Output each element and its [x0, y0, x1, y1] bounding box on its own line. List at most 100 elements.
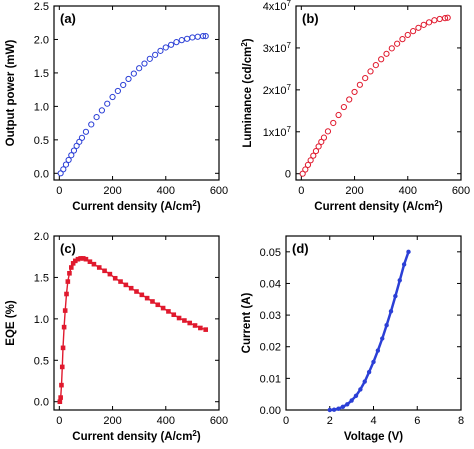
data-point [353, 393, 359, 398]
data-point [425, 19, 433, 26]
x-tick-label: 200 [103, 415, 121, 427]
panel-label: (a) [60, 11, 76, 26]
y-axis-label: Current (A) [241, 292, 253, 353]
data-point [397, 278, 402, 283]
data-point [399, 36, 406, 43]
data-point [107, 271, 113, 277]
data-point [75, 256, 81, 262]
data-point [68, 152, 75, 159]
x-tick-label: 6 [414, 415, 420, 427]
chart-panel-b: 0 200 400 600 0 1x107 2x107 3x107 4x107 Current d… [240, 0, 471, 213]
data-point [57, 399, 63, 405]
x-axis-label: Current density (A/cm2) [72, 199, 201, 214]
data-point [104, 100, 111, 107]
y-tick-label: 0.0 [34, 168, 49, 180]
data-point [320, 134, 328, 141]
data-point [307, 157, 314, 164]
data-point [70, 261, 76, 266]
y-tick-label: 0.0 [34, 397, 49, 409]
data-point [378, 56, 385, 63]
data-point [331, 407, 337, 412]
data-point [67, 270, 72, 276]
data-point [362, 75, 369, 82]
x-tick-label: 0 [56, 415, 62, 427]
y-tick-label: 0.02 [260, 342, 281, 354]
plot-frame [285, 235, 462, 411]
data-point [59, 364, 65, 370]
y-tick-label: 0.04 [260, 278, 281, 290]
data-point [335, 111, 342, 119]
data-point [120, 81, 127, 89]
data-point [88, 121, 95, 128]
data-point [96, 265, 102, 270]
series-line [329, 251, 410, 412]
data-point [183, 35, 191, 42]
x-tick-label: 2 [327, 415, 333, 427]
data-point [118, 279, 123, 284]
y-tick-label: 2x107 [263, 82, 292, 97]
data-point [157, 47, 164, 54]
data-point [444, 14, 451, 21]
data-point [65, 156, 72, 164]
data-point [78, 134, 86, 141]
y-tick-label: 1.0 [34, 314, 49, 326]
data-point [304, 161, 312, 169]
data-point [383, 50, 390, 57]
x-tick-label: 400 [157, 415, 175, 427]
x-tick-label: 0 [283, 415, 289, 427]
data-point [358, 387, 363, 392]
data-point [318, 138, 325, 145]
data-point [87, 259, 93, 264]
x-tick-label: 200 [103, 185, 121, 197]
x-tick-label: 0 [298, 185, 304, 197]
data-point [109, 93, 116, 101]
data-point [134, 289, 139, 294]
y-tick-label: 0 [285, 169, 291, 181]
data-point [324, 128, 332, 135]
y-tick-label: 0.05 [260, 247, 281, 259]
data-point [60, 166, 67, 173]
y-tick-label: 2.0 [34, 34, 49, 46]
data-point [310, 152, 317, 159]
data-point [192, 323, 198, 328]
y-tick-label: 1.5 [34, 272, 49, 284]
data-point [198, 325, 203, 331]
data-point [167, 41, 175, 48]
data-point [65, 279, 71, 284]
data-point [130, 70, 137, 77]
x-axis-label: Voltage (V) [344, 431, 403, 443]
y-tick-label: 0.00 [260, 405, 281, 417]
y-tick-label: 1.0 [34, 101, 49, 113]
y-tick-label: 1x107 [263, 124, 292, 139]
data-point [420, 21, 427, 28]
data-point [203, 327, 208, 332]
data-point [401, 262, 407, 267]
y-axis-label: Luminance (cd/cm2) [240, 38, 255, 147]
data-point [336, 406, 341, 411]
y-tick-label: 1.5 [34, 68, 49, 80]
data-point [404, 31, 411, 39]
data-point [372, 62, 379, 69]
data-point [436, 15, 443, 23]
data-point [362, 379, 367, 384]
y-tick-label: 4x107 [263, 0, 292, 13]
chart-panel-a: 0 200 400 600 0.0 0.5 1.0 1.5 2.0 2.5 Current dens… [5, 1, 228, 213]
data-point [393, 293, 398, 299]
data-point [384, 323, 389, 328]
data-point [406, 249, 411, 255]
data-point [98, 107, 106, 114]
panel-label: (b) [302, 11, 319, 26]
data-point [171, 312, 177, 318]
data-point [61, 324, 67, 330]
data-point [366, 369, 372, 375]
x-axis-label: Current density (A/cm2) [72, 429, 201, 444]
data-point [409, 28, 417, 35]
data-point [141, 60, 148, 67]
x-tick-label: 8 [458, 415, 464, 427]
data-point [91, 261, 97, 267]
data-point [114, 87, 121, 95]
x-tick-label: 400 [399, 185, 417, 197]
y-axis-label: EQE (%) [5, 300, 17, 346]
